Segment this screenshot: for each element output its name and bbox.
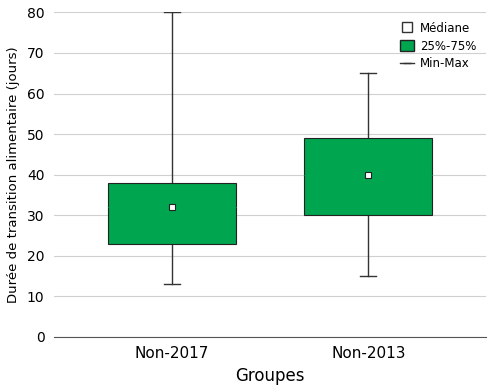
Legend: Médiane, 25%-75%, Min-Max: Médiane, 25%-75%, Min-Max — [397, 18, 480, 74]
X-axis label: Groupes: Groupes — [235, 367, 305, 385]
Y-axis label: Durée de transition alimentaire (jours): Durée de transition alimentaire (jours) — [7, 46, 20, 303]
Bar — [305, 138, 432, 215]
Bar — [108, 183, 236, 243]
